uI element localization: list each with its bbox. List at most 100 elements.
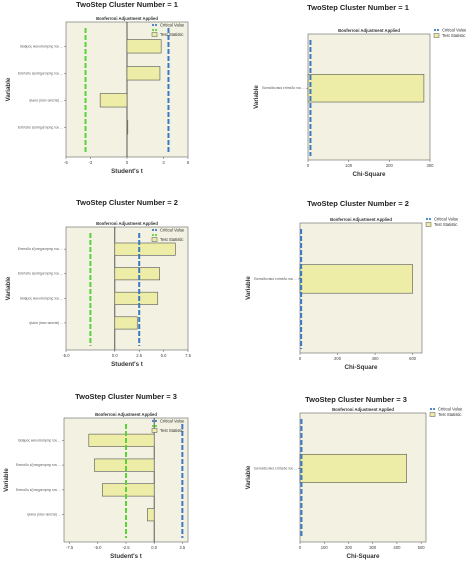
x-tick-label: 0.0 <box>112 353 118 358</box>
legend-test-swatch <box>429 412 436 417</box>
chart-c5: TwoStep Cluster Number = 3 Bonferroni Adj… <box>3 392 189 560</box>
category-label: Βαθμός ικανοποίησης του ... <box>18 438 61 442</box>
x-tick-label: 400 <box>372 356 380 361</box>
chart-c6: TwoStep Cluster Number = 3 Bonferroni Adj… <box>245 395 463 560</box>
bar <box>126 66 161 81</box>
chart-title: TwoStep Cluster Number = 3 <box>75 392 177 401</box>
legend: Critical Value Test Statistic <box>151 23 185 37</box>
x-tick-label: 5 <box>187 160 190 165</box>
bar <box>299 264 413 294</box>
x-tick-label: 2.5 <box>179 545 185 550</box>
x-tick-label: 500 <box>418 545 426 550</box>
category-label: Επιπεδο εξυπηρετησης του ... <box>16 488 61 492</box>
legend: Critical Value Test Statistic <box>151 419 185 433</box>
bar <box>114 316 138 330</box>
category-label: Επιπεδο εξυπηρετησης του ... <box>16 463 61 467</box>
x-tick-label: 0 <box>307 163 310 168</box>
x-axis-label: Student's t <box>110 553 142 560</box>
category-label: ηλικία (όταν ακτατεί) ... <box>27 513 61 517</box>
x-tick-label: 300 <box>427 163 435 168</box>
bar <box>147 508 155 522</box>
legend-test-swatch <box>433 33 440 38</box>
legend-critical-label: Critical Value <box>442 28 467 33</box>
x-tick-label: -5.0 <box>94 545 102 550</box>
x-tick-label: -2.5 <box>122 545 130 550</box>
bar <box>126 39 162 54</box>
chart-subtitle: Bonferroni Adjustment Applied <box>332 407 394 412</box>
category-label: Εκπαιδευτικό επίπεδο του ... <box>254 466 297 470</box>
category-label: Εκπαιδευτικό επίπεδο του ... <box>262 86 305 90</box>
x-tick-label: 200 <box>345 545 353 550</box>
chart-c4: TwoStep Cluster Number = 2 Bonferroni Adj… <box>245 199 459 371</box>
legend-test-swatch <box>151 32 158 37</box>
legend-test-swatch <box>425 222 432 227</box>
x-tick-label: 200 <box>386 163 394 168</box>
legend-critical-label: Critical Value <box>434 217 459 222</box>
category-label: Επιπεδο εξυπηρετησης του ... <box>18 247 63 251</box>
legend-test-label: Test Statistic <box>160 237 184 242</box>
x-axis-label: Student's t <box>111 361 143 368</box>
x-tick-label: 7.5 <box>185 353 191 358</box>
x-tick-label: -7.5 <box>66 545 74 550</box>
legend-critical-label: Critical Value <box>160 419 185 424</box>
chart-title: TwoStep Cluster Number = 2 <box>76 198 178 207</box>
x-tick-label: -5.0 <box>62 353 70 358</box>
category-label: Βαθμός ικανοποίησης του ... <box>20 296 63 300</box>
bar <box>99 93 128 108</box>
x-tick-label: 3 <box>162 160 165 165</box>
chart-c3: TwoStep Cluster Number = 2 Bonferroni Adj… <box>5 198 192 368</box>
chart-title: TwoStep Cluster Number = 1 <box>307 3 409 12</box>
bar <box>126 120 129 135</box>
y-axis-label: Variable <box>245 465 252 489</box>
category-label: Επιπεδο εξυπηρετησης του ... <box>18 272 63 276</box>
chart-subtitle: Bonferroni Adjustment Applied <box>338 28 400 33</box>
bar <box>114 242 176 256</box>
bar <box>102 483 155 497</box>
x-tick-label: 2.5 <box>136 353 142 358</box>
x-axis-label: Chi-Square <box>352 171 386 178</box>
y-axis-label: Variable <box>245 276 252 300</box>
x-tick-label: -3 <box>89 160 93 165</box>
category-label: ηλικία (όταν ακτατεί) ... <box>29 98 63 102</box>
y-axis-label: Variable <box>5 77 12 101</box>
x-tick-label: 100 <box>321 545 329 550</box>
x-tick-label: -5 <box>64 160 68 165</box>
chart-c1: TwoStep Cluster Number = 1 Bonferroni Adj… <box>5 0 190 175</box>
bar <box>114 291 159 305</box>
x-tick-label: 400 <box>393 545 401 550</box>
chart-title: TwoStep Cluster Number = 2 <box>307 199 409 208</box>
bar <box>299 453 407 483</box>
x-tick-label: 0 <box>299 545 302 550</box>
y-axis-label: Variable <box>5 276 12 300</box>
y-axis-label: Variable <box>253 85 260 109</box>
bar <box>88 433 155 447</box>
bar <box>307 74 425 103</box>
x-tick-label: 100 <box>345 163 353 168</box>
bar <box>94 458 155 472</box>
x-tick-label: 300 <box>369 545 377 550</box>
legend-critical-label: Critical Value <box>438 407 463 412</box>
category-label: Εκπαιδευτικό επίπεδο του ... <box>254 277 297 281</box>
chart-subtitle: Bonferroni Adjustment Applied <box>96 221 158 226</box>
legend-critical-label: Critical Value <box>160 228 185 233</box>
legend-test-label: Test Statistic <box>438 412 462 417</box>
category-label: ηλικία (όταν ακτατεί) ... <box>29 321 63 325</box>
y-axis-label: Variable <box>3 468 10 492</box>
category-label: Βαθμός ικανοποίησης του ... <box>20 44 63 48</box>
category-label: Επιπεδο εξυπηρετησης του ... <box>18 71 63 75</box>
legend-critical-label: Critical Value <box>160 23 185 28</box>
chart-title: TwoStep Cluster Number = 3 <box>305 395 407 404</box>
legend-test-swatch <box>151 428 158 433</box>
x-axis-label: Chi-Square <box>346 553 380 560</box>
category-label: Επίπεδο εξυπηρέτησης του ... <box>18 125 63 129</box>
chart-subtitle: Bonferroni Adjustment Applied <box>95 412 157 417</box>
legend-test-label: Test Statistic <box>160 428 184 433</box>
x-tick-label: 5.0 <box>161 353 167 358</box>
x-axis-label: Chi-Square <box>344 364 378 371</box>
legend: Critical Value Test Statistic <box>151 228 185 242</box>
bar <box>114 267 160 281</box>
legend-test-label: Test Statistic <box>160 32 184 37</box>
